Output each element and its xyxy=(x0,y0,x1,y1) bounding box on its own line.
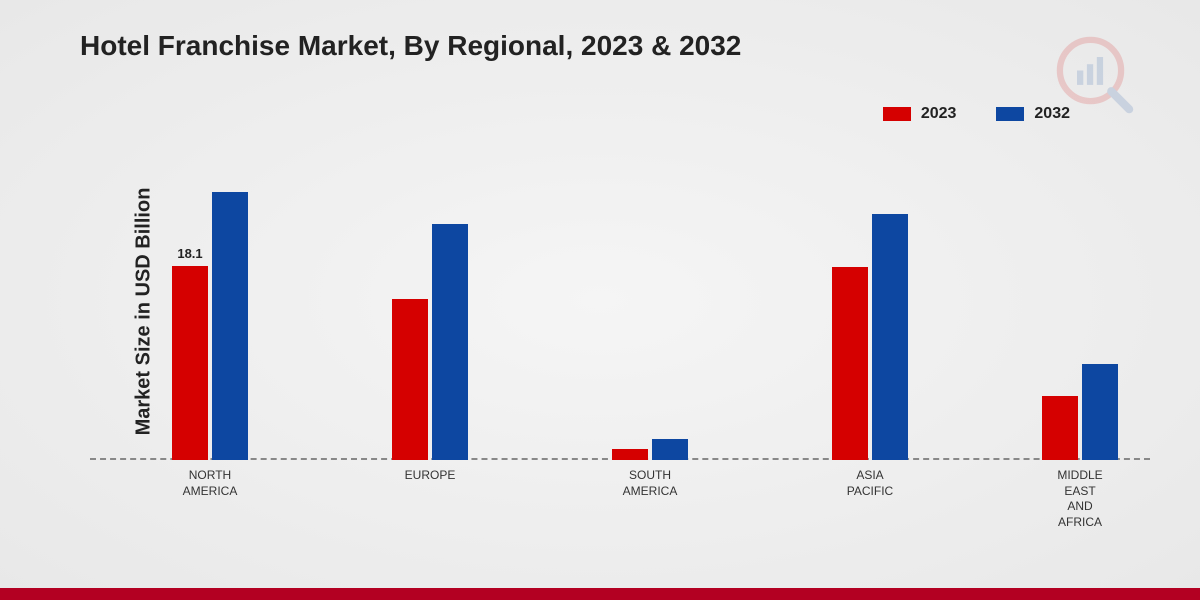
category-label: NORTHAMERICA xyxy=(150,468,270,499)
bar-2032 xyxy=(432,224,468,460)
bar-2023 xyxy=(832,267,868,460)
category-label: MIDDLEEASTANDAFRICA xyxy=(1020,468,1140,530)
bar-2032 xyxy=(652,439,688,460)
bar-value-label: 18.1 xyxy=(177,246,202,261)
legend-swatch-2032 xyxy=(996,107,1024,121)
bar-2032 xyxy=(212,192,248,460)
bar-group xyxy=(1020,364,1140,460)
bar-group xyxy=(590,439,710,460)
legend: 2023 2032 xyxy=(883,105,1070,123)
legend-item-2023: 2023 xyxy=(883,105,957,123)
chart-title: Hotel Franchise Market, By Regional, 202… xyxy=(80,30,741,62)
legend-label-2023: 2023 xyxy=(921,105,957,123)
bar-2023 xyxy=(392,299,428,460)
category-label: ASIAPACIFIC xyxy=(810,468,930,499)
bar-group xyxy=(370,224,490,460)
plot-area: 18.1 xyxy=(90,160,1150,460)
category-label: EUROPE xyxy=(370,468,490,484)
bar-2023 xyxy=(1042,396,1078,460)
bar-group: 18.1 xyxy=(150,192,270,460)
legend-swatch-2023 xyxy=(883,107,911,121)
footer-accent-bar xyxy=(0,588,1200,600)
bar-2023: 18.1 xyxy=(172,266,208,460)
bar-2032 xyxy=(872,214,908,460)
legend-item-2032: 2032 xyxy=(996,105,1070,123)
bar-group xyxy=(810,214,930,460)
category-label: SOUTHAMERICA xyxy=(590,468,710,499)
bar-2023 xyxy=(612,449,648,460)
bar-2032 xyxy=(1082,364,1118,460)
legend-label-2032: 2032 xyxy=(1034,105,1070,123)
